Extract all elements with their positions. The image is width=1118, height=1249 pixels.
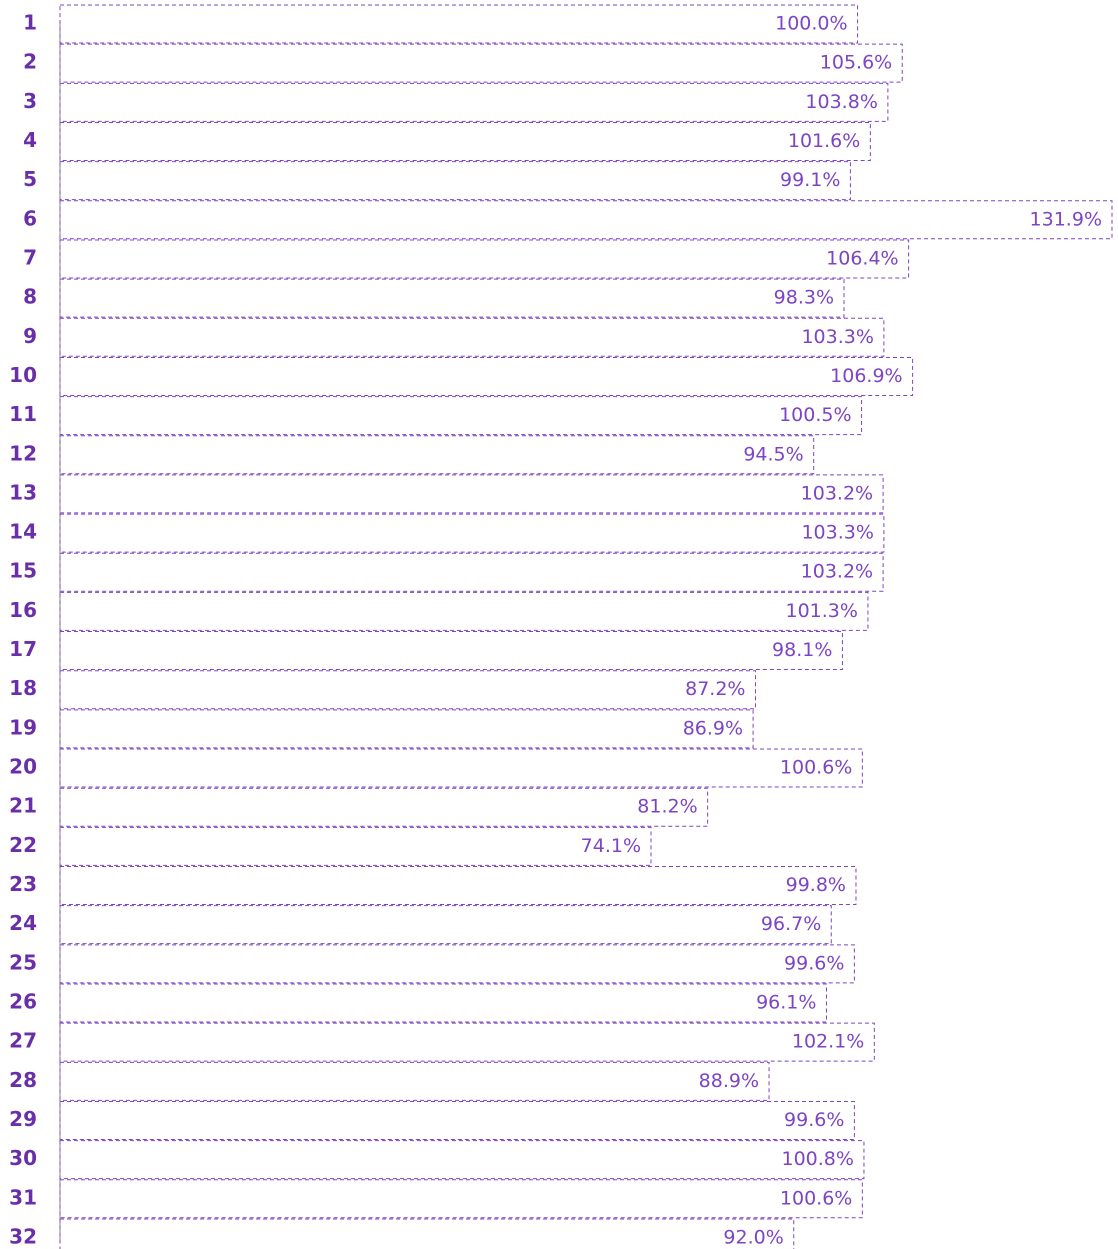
y-tick-label: 26 [9, 990, 37, 1014]
bar [59, 670, 756, 710]
y-tick-label: 10 [9, 363, 37, 387]
data-label: 103.2% [801, 561, 873, 583]
bar [59, 905, 832, 945]
data-label: 131.9% [1030, 208, 1102, 230]
data-label: 101.6% [788, 130, 860, 152]
y-tick-label: 20 [9, 755, 37, 779]
data-label: 96.7% [761, 913, 821, 935]
bar [59, 239, 910, 279]
y-tick-label: 3 [23, 89, 37, 113]
data-label: 100.6% [780, 1187, 852, 1209]
data-label: 98.3% [774, 287, 834, 309]
bar [59, 200, 1113, 240]
data-label: 92.0% [723, 1226, 783, 1248]
y-tick-label: 30 [9, 1146, 37, 1170]
bar [59, 43, 903, 83]
bar [59, 631, 843, 671]
y-tick-label: 32 [9, 1224, 37, 1248]
y-tick-label: 31 [9, 1185, 37, 1209]
bar [59, 474, 884, 514]
data-label: 103.2% [801, 482, 873, 504]
data-label: 98.1% [772, 639, 832, 661]
bar [59, 944, 855, 984]
bar [59, 1218, 795, 1249]
y-tick-label: 9 [23, 324, 37, 348]
data-label: 102.1% [792, 1031, 864, 1053]
bar [59, 317, 885, 357]
data-label: 99.1% [780, 169, 840, 191]
y-tick-label: 11 [9, 402, 37, 426]
data-label: 99.6% [784, 1109, 844, 1131]
y-tick-label: 15 [9, 559, 37, 583]
y-tick-label: 24 [9, 911, 37, 935]
bar [59, 748, 863, 788]
bar [59, 396, 863, 436]
y-tick-label: 7 [23, 245, 37, 269]
bar [59, 709, 754, 749]
data-label: 88.9% [699, 1070, 759, 1092]
bar [59, 1140, 865, 1180]
y-tick-label: 29 [9, 1107, 37, 1131]
data-label: 103.8% [805, 91, 877, 113]
bar [59, 356, 914, 396]
y-tick-label: 25 [9, 950, 37, 974]
y-tick-label: 19 [9, 715, 37, 739]
bar [59, 1022, 875, 1062]
bar [59, 4, 859, 44]
bar [59, 1100, 855, 1140]
data-label: 96.1% [756, 992, 816, 1014]
data-label: 100.5% [779, 404, 851, 426]
y-tick-label: 13 [9, 480, 37, 504]
data-label: 103.3% [801, 522, 873, 544]
y-tick-label: 28 [9, 1068, 37, 1092]
data-label: 106.9% [830, 365, 902, 387]
bar [59, 826, 652, 866]
data-label: 103.3% [801, 326, 873, 348]
bar [59, 1061, 770, 1101]
bar [59, 866, 857, 906]
bar [59, 552, 884, 592]
data-label: 100.0% [775, 13, 847, 35]
y-tick-label: 4 [23, 128, 37, 152]
data-label: 86.9% [683, 717, 743, 739]
data-label: 99.6% [784, 952, 844, 974]
y-tick-label: 22 [9, 833, 37, 857]
bar [59, 983, 827, 1023]
data-label: 100.6% [780, 757, 852, 779]
data-label: 94.5% [743, 443, 803, 465]
y-tick-label: 1 [23, 11, 37, 35]
bar [59, 278, 845, 318]
bar [59, 82, 889, 122]
bar [59, 161, 851, 201]
y-tick-label: 16 [9, 598, 37, 622]
data-label: 81.2% [637, 796, 697, 818]
data-label: 105.6% [820, 52, 892, 74]
bar [59, 435, 815, 475]
y-tick-label: 8 [23, 285, 37, 309]
data-label: 99.8% [786, 874, 846, 896]
data-label: 100.8% [782, 1148, 854, 1170]
bar [59, 121, 871, 161]
bar [59, 513, 885, 553]
y-tick-label: 27 [9, 1029, 37, 1053]
y-tick-label: 2 [23, 50, 37, 74]
y-tick-label: 14 [9, 520, 37, 544]
y-tick-label: 5 [23, 167, 37, 191]
data-label: 74.1% [581, 835, 641, 857]
y-tick-label: 18 [9, 676, 37, 700]
data-label: 106.4% [826, 247, 898, 269]
bar [59, 787, 709, 827]
y-tick-label: 17 [9, 637, 37, 661]
bar [59, 591, 869, 631]
bar [59, 1179, 863, 1219]
data-label: 101.3% [785, 600, 857, 622]
y-tick-label: 12 [9, 441, 37, 465]
y-tick-label: 6 [23, 206, 37, 230]
data-label: 87.2% [685, 678, 745, 700]
y-tick-label: 21 [9, 794, 37, 818]
y-tick-label: 23 [9, 872, 37, 896]
